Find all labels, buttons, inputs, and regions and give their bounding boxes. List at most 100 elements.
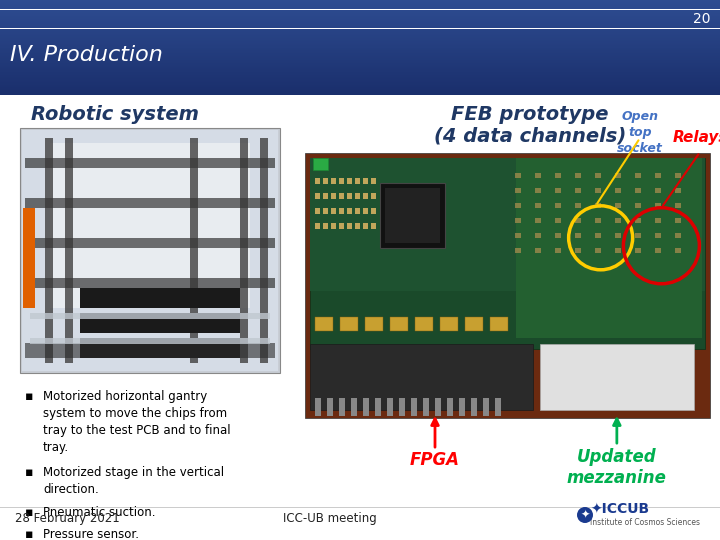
Bar — [465, 318, 483, 332]
Bar — [80, 288, 240, 308]
Bar — [575, 173, 581, 178]
Bar — [371, 193, 376, 199]
Bar — [0, 5, 720, 6]
Bar — [0, 37, 720, 38]
Bar — [0, 32, 720, 33]
Bar — [0, 63, 720, 64]
Text: Open
top
socket: Open top socket — [617, 110, 663, 155]
Bar — [0, 74, 720, 75]
Bar — [339, 208, 344, 214]
Bar — [347, 178, 352, 184]
Bar — [0, 45, 720, 46]
Bar — [0, 34, 720, 35]
Bar — [347, 193, 352, 199]
Bar — [25, 238, 275, 248]
Bar — [0, 78, 720, 79]
Text: FEB prototype: FEB prototype — [451, 105, 608, 125]
Bar — [0, 83, 720, 84]
Bar — [635, 218, 641, 223]
Bar — [595, 248, 601, 253]
Bar — [0, 76, 720, 77]
Text: Pneumatic suction.: Pneumatic suction. — [43, 506, 156, 519]
Bar — [339, 223, 344, 229]
Bar — [515, 188, 521, 193]
Bar — [655, 203, 661, 208]
Bar — [0, 55, 720, 56]
Bar — [0, 2, 720, 3]
Bar — [0, 1, 720, 2]
Bar — [315, 193, 320, 199]
Bar — [655, 233, 661, 238]
Bar — [315, 318, 333, 332]
Bar — [0, 59, 720, 60]
Bar — [415, 318, 433, 332]
Bar — [0, 79, 720, 80]
Text: Motorized stage in the vertical
direction.: Motorized stage in the vertical directio… — [43, 466, 224, 496]
Bar — [675, 173, 681, 178]
Bar — [575, 218, 581, 223]
Bar — [0, 17, 720, 18]
Bar — [20, 128, 280, 373]
Bar — [25, 278, 275, 288]
Bar — [365, 318, 383, 332]
Bar — [0, 6, 720, 8]
Bar — [535, 248, 541, 253]
Bar — [363, 208, 368, 214]
Bar — [0, 86, 720, 87]
Bar — [323, 178, 328, 184]
Bar — [355, 208, 360, 214]
Bar — [0, 71, 720, 72]
Bar — [0, 19, 720, 20]
Text: 28 February 2021: 28 February 2021 — [15, 512, 120, 525]
Bar — [0, 85, 720, 86]
Bar — [490, 318, 508, 332]
Bar — [0, 51, 720, 52]
Bar — [0, 42, 720, 43]
Bar — [655, 188, 661, 193]
Bar — [0, 73, 720, 74]
Bar — [331, 193, 336, 199]
Bar — [313, 158, 328, 170]
Bar — [315, 178, 320, 184]
Bar — [516, 158, 702, 338]
Bar — [323, 193, 328, 199]
Bar — [0, 21, 720, 22]
Text: ✦: ✦ — [580, 510, 590, 520]
Bar — [0, 26, 720, 28]
Bar — [315, 208, 320, 214]
Bar — [331, 208, 336, 214]
Bar — [515, 248, 521, 253]
Bar — [0, 25, 720, 26]
Bar — [0, 70, 720, 71]
Text: FPGA: FPGA — [410, 451, 460, 469]
Bar — [190, 138, 198, 363]
Bar — [555, 203, 561, 208]
Bar — [555, 248, 561, 253]
Bar — [323, 208, 328, 214]
Bar — [0, 92, 720, 93]
Bar — [595, 218, 601, 223]
Bar — [423, 398, 429, 416]
Bar — [363, 223, 368, 229]
Bar — [575, 188, 581, 193]
Text: ▪: ▪ — [25, 390, 34, 403]
Bar — [0, 16, 720, 17]
Text: ▪: ▪ — [25, 466, 34, 479]
Bar — [80, 338, 240, 358]
Bar — [471, 398, 477, 416]
Bar — [310, 158, 705, 291]
Bar — [23, 208, 35, 308]
Bar — [0, 48, 720, 49]
Bar — [399, 398, 405, 416]
Bar — [310, 158, 705, 349]
Bar — [440, 318, 458, 332]
Bar — [615, 188, 621, 193]
Bar — [0, 43, 720, 44]
Bar — [0, 64, 720, 65]
Bar — [0, 18, 720, 19]
Bar — [0, 60, 720, 61]
Bar — [575, 248, 581, 253]
Bar — [0, 58, 720, 59]
Bar — [331, 223, 336, 229]
Text: (4 data channels): (4 data channels) — [434, 126, 626, 145]
